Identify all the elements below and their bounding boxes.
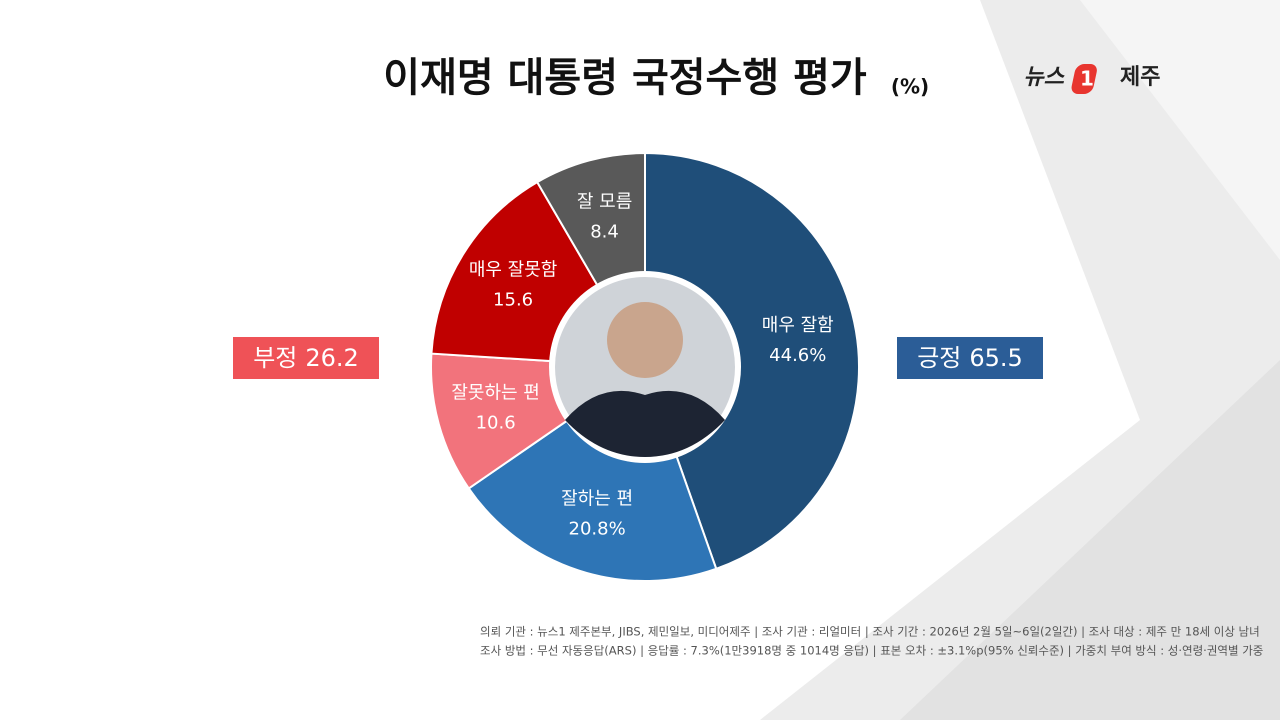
logo: 뉴스 1 제주 [1024, 64, 1160, 94]
value-label: 8.4 [590, 221, 619, 242]
background-shape [1080, 0, 1280, 260]
slice-label: 잘하는 편 [561, 488, 633, 509]
slice-label: 잘 모름 [577, 191, 632, 212]
logo-mark: 1 [1080, 67, 1094, 91]
group-box [897, 337, 1043, 379]
group-label: 긍정 65.5 [917, 344, 1023, 372]
footer: 의뢰 기관 : 뉴스1 제주본부, JIBS, 제민일보, 미디어제주 | 조사… [480, 625, 1260, 639]
group-value: 65.5 [969, 344, 1022, 372]
portrait-face [607, 302, 683, 378]
background-shape [900, 360, 1280, 720]
group-box [233, 337, 379, 379]
value-label: 15.6 [493, 290, 533, 311]
slice-label: 잘못하는 편 [451, 382, 540, 403]
logo-mark-bg [1071, 64, 1097, 94]
value-label: 20.8% [569, 518, 626, 539]
group-name: 부정 [253, 344, 297, 372]
slice [644, 151, 860, 571]
logo-text: 뉴스 [1024, 65, 1066, 90]
slice-label: 매우 잘못함 [469, 260, 558, 281]
chart-title: 이재명 대통령 국정수행 평가 [383, 55, 867, 101]
slice-label: 매우 잘함 [762, 315, 834, 336]
donut [430, 151, 860, 582]
portrait-suit [565, 390, 725, 457]
group-label: 부정 26.2 [253, 344, 359, 372]
unit: (%) [891, 75, 929, 99]
logo-text: 제주 [1120, 65, 1160, 90]
value-label: 44.6% [769, 345, 826, 366]
group-name: 긍정 [917, 344, 961, 372]
footer: 조사 방법 : 무선 자동응답(ARS) | 응답률 : 7.3%(1만3918… [480, 644, 1263, 658]
value-label: 10.6 [476, 412, 516, 433]
group-value: 26.2 [305, 344, 358, 372]
